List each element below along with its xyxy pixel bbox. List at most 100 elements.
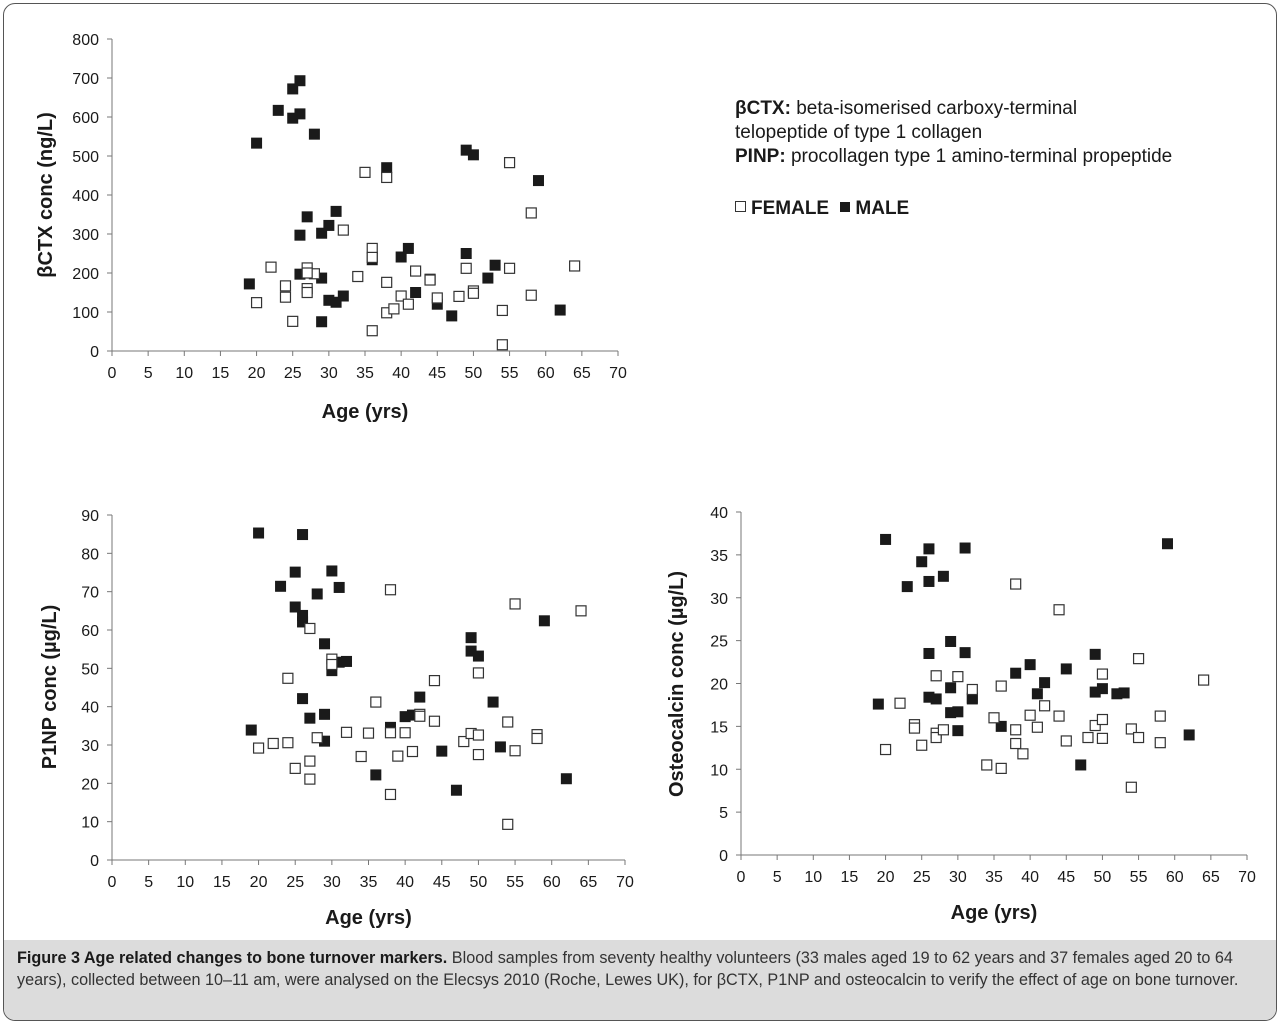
p1np-x-axis-label: Age (yrs) [325, 907, 412, 929]
ctx-female-point [525, 207, 537, 219]
abbreviation-legend: βCTX: beta-isomerised carboxy-terminal t… [735, 97, 1265, 169]
p1np-x-tick-label: 55 [506, 874, 524, 891]
osteo-x-tick-label: 10 [804, 869, 822, 886]
ctx-y-tick-label: 100 [72, 305, 99, 322]
ctx-male-point [330, 296, 342, 308]
p1np-x-tick-label: 45 [433, 874, 451, 891]
osteo-y-tick-label: 25 [710, 634, 728, 651]
p1np-female-point [384, 727, 397, 739]
ctx-male-point [381, 162, 393, 174]
ctx-male-point [489, 259, 501, 271]
p1np-x-tick-label: 35 [360, 874, 378, 891]
p1np-female-point [502, 716, 514, 728]
osteo-female-point [1096, 668, 1109, 680]
osteo-male-point [966, 692, 978, 704]
p1np-female-point [384, 788, 397, 801]
ctx-female-point [381, 276, 393, 288]
p1np-female-point [531, 732, 543, 745]
pinp-desc: procollagen type 1 amino-terminal propep… [790, 146, 1173, 167]
osteo-female-point [1024, 709, 1036, 721]
osteo-male-point [1060, 663, 1072, 675]
p1np-female-point [384, 584, 397, 596]
p1np-male-point [319, 708, 331, 720]
osteo-x-axis-label: Age (yrs) [951, 902, 1038, 924]
ctx-male-point [272, 104, 284, 116]
osteo-female-point [1082, 731, 1094, 744]
p1np-x-tick-label: 30 [323, 874, 341, 891]
series-legend: FEMALE MALE [735, 198, 909, 220]
p1np-male-point [450, 784, 462, 796]
ctx-female-point [503, 157, 516, 169]
osteo-x-tick-label: 55 [1130, 869, 1148, 886]
ctx-y-tick-label: 0 [90, 344, 99, 361]
pinp-term: PINP: [735, 146, 786, 167]
osteo-female-point [1125, 723, 1137, 735]
ctx-male-point [316, 272, 328, 284]
ctx-female-point [460, 262, 472, 274]
osteo-x-tick-label: 50 [1094, 869, 1112, 886]
ctx-x-tick-label: 55 [501, 365, 519, 382]
ctx-term: βCTX: [735, 98, 791, 119]
osteo-female-point [988, 712, 1000, 724]
osteo-x-tick-label: 35 [985, 869, 1003, 886]
ctx-male-point [402, 242, 414, 254]
ctx-y-tick-label: 300 [72, 227, 99, 244]
p1np-x-tick-label: 25 [286, 874, 304, 891]
ctx-female-point [366, 325, 378, 337]
pinp-definition: PINP: procollagen type 1 amino-terminal … [735, 145, 1265, 169]
ctx-male-point [323, 294, 335, 306]
ctx-definition: βCTX: beta-isomerised carboxy-terminal [735, 97, 1265, 121]
osteo-female-point [930, 670, 942, 682]
osteo-x-tick-label: 40 [1021, 869, 1039, 886]
p1np-male-point [370, 769, 382, 781]
ctx-male-point [294, 75, 306, 87]
ctx-female-point [301, 286, 313, 299]
p1np-male-point [319, 638, 331, 650]
osteo-female-point [1125, 781, 1137, 793]
osteo-female-point [1198, 674, 1210, 686]
ctx-x-tick-label: 40 [392, 365, 410, 382]
osteo-female-point [879, 743, 892, 756]
p1np-male-point [326, 665, 338, 677]
p1np-male-point [560, 773, 572, 785]
p1np-female-point [392, 750, 404, 762]
osteo-female-point [916, 739, 928, 751]
ctx-female-point [279, 291, 292, 303]
osteo-female-point [995, 762, 1007, 774]
ctx-female-point [496, 304, 508, 317]
osteo-x-tick-label: 45 [1057, 869, 1075, 886]
osteo-y-tick-label: 15 [710, 719, 728, 736]
ctx-desc-line1: beta-isomerised carboxy-terminal [796, 98, 1078, 119]
p1np-y-tick-label: 60 [81, 623, 99, 640]
osteo-x-tick-label: 25 [913, 869, 931, 886]
osteo-x-tick-label: 15 [841, 869, 859, 886]
ctx-x-tick-label: 30 [320, 365, 338, 382]
p1np-male-point [326, 565, 338, 577]
ctx-x-tick-label: 45 [428, 365, 446, 382]
osteo-female-point [908, 722, 921, 734]
p1np-female-point [414, 710, 426, 722]
p1np-y-tick-label: 50 [81, 661, 99, 678]
p1np-y-tick-label: 0 [90, 853, 99, 870]
osteo-male-point [1089, 686, 1101, 698]
ctx-male-point [410, 287, 422, 298]
p1np-female-point [289, 762, 301, 774]
osteo-male-point [1183, 729, 1195, 741]
osteo-male-point [1024, 659, 1036, 671]
osteo-female-point [1010, 578, 1022, 590]
ctx-x-tick-label: 20 [248, 365, 266, 382]
filled-square-icon [840, 202, 851, 212]
osteo-male-point [901, 581, 913, 593]
legend-male: MALE [855, 198, 910, 219]
ctx-x-tick-label: 70 [609, 365, 627, 382]
p1np-male-point [311, 588, 323, 600]
ctx-female-point [569, 260, 581, 272]
p1np-female-point [509, 598, 521, 610]
ctx-female-point [388, 303, 400, 315]
osteo-male-point [995, 720, 1007, 732]
ctx-male-point [301, 211, 313, 223]
p1np-male-point [414, 691, 426, 703]
osteo-male-point [1089, 648, 1101, 660]
osteo-male-point [945, 707, 957, 719]
ctx-male-point [554, 304, 566, 316]
